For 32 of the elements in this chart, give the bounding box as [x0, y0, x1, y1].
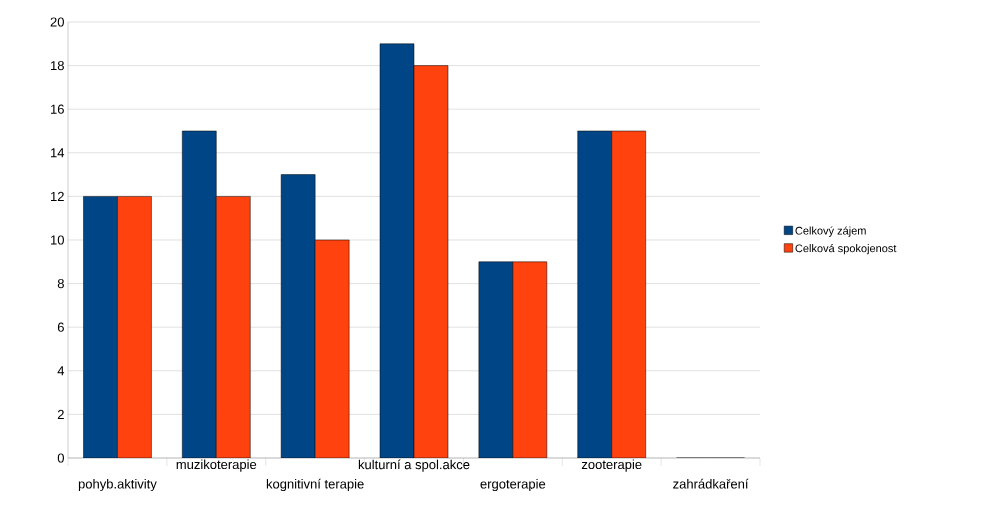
- x-tick-label: ergoterapie: [480, 479, 546, 492]
- legend-label: Celková spokojenost: [795, 244, 897, 255]
- x-tick-label: kulturní a spol.akce: [358, 459, 470, 472]
- y-tick-label: 4: [57, 366, 65, 376]
- y-tick-label: 20: [50, 17, 64, 27]
- x-tick-label: zooterapie: [581, 459, 642, 472]
- y-tick-label: 10: [51, 235, 64, 245]
- bar: [478, 261, 514, 458]
- x-tick-label: pohyb.aktivity: [78, 479, 157, 492]
- x-tick-label: muzikoterapie: [176, 459, 257, 472]
- y-tick-label: 0: [57, 453, 64, 463]
- bar: [577, 130, 612, 458]
- y-tick-label: 2: [57, 409, 64, 419]
- bar: [83, 196, 118, 458]
- bar: [611, 130, 646, 458]
- legend-label: Celkový zájem: [795, 226, 866, 237]
- x-tick-label: kognitivní terapie: [266, 478, 364, 492]
- y-tick-label: 6: [57, 322, 64, 332]
- y-tick-label: 18: [51, 60, 64, 71]
- x-tick-label: zahrádkaření: [673, 478, 749, 489]
- bar: [216, 196, 251, 458]
- bar: [280, 174, 316, 458]
- bar: [117, 196, 152, 458]
- bar: [314, 239, 350, 458]
- bar: [379, 43, 415, 458]
- y-tick-label: 16: [51, 104, 64, 114]
- y-tick-label: 14: [51, 148, 65, 158]
- bar: [413, 65, 449, 458]
- y-tick-label: 12: [51, 191, 64, 201]
- bar: [182, 130, 217, 458]
- bar: [512, 261, 548, 458]
- y-tick-label: 8: [57, 278, 64, 289]
